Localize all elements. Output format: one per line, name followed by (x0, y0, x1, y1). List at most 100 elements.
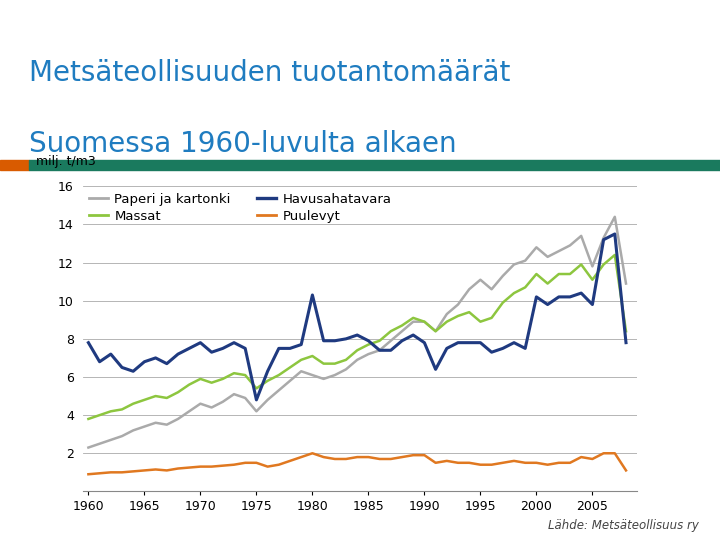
Massat (611, 252, 619, 258)
Puulevyt (163, 467, 171, 474)
Massat (588, 276, 597, 283)
Havusahatavara (274, 345, 283, 352)
Puulevyt (342, 456, 351, 462)
Havusahatavara (95, 359, 104, 365)
Massat (566, 271, 575, 277)
Paperi ja kartonki (185, 408, 194, 415)
Havusahatavara (129, 368, 138, 375)
Paperi ja kartonki (196, 401, 204, 407)
Puulevyt (476, 462, 485, 468)
Massat (431, 328, 440, 334)
Havusahatavara (84, 340, 93, 346)
Massat (252, 385, 261, 392)
Puulevyt (621, 467, 630, 474)
Havusahatavara (319, 338, 328, 344)
Massat (487, 315, 496, 321)
Text: Suomessa 1960-luvulta alkaen: Suomessa 1960-luvulta alkaen (29, 130, 456, 158)
Paperi ja kartonki (532, 244, 541, 251)
Massat (476, 319, 485, 325)
Paperi ja kartonki (140, 423, 149, 430)
Paperi ja kartonki (308, 372, 317, 379)
Puulevyt (319, 454, 328, 460)
Havusahatavara (163, 360, 171, 367)
Paperi ja kartonki (420, 319, 428, 325)
Havusahatavara (364, 338, 373, 344)
Puulevyt (487, 462, 496, 468)
Puulevyt (274, 462, 283, 468)
Puulevyt (353, 454, 361, 460)
Puulevyt (218, 462, 227, 469)
Massat (308, 353, 317, 359)
Havusahatavara (207, 349, 216, 355)
Paperi ja kartonki (487, 286, 496, 293)
Havusahatavara (353, 332, 361, 338)
Paperi ja kartonki (409, 319, 418, 325)
Havusahatavara (174, 351, 182, 357)
Havusahatavara (420, 340, 428, 346)
Massat (151, 393, 160, 399)
Puulevyt (297, 454, 305, 460)
Paperi ja kartonki (544, 254, 552, 260)
Massat (207, 380, 216, 386)
Paperi ja kartonki (443, 311, 451, 318)
Havusahatavara (264, 368, 272, 375)
Paperi ja kartonki (454, 301, 462, 308)
Puulevyt (185, 464, 194, 471)
Massat (218, 376, 227, 382)
Paperi ja kartonki (554, 248, 563, 254)
Paperi ja kartonki (465, 286, 474, 293)
Massat (409, 315, 418, 321)
Havusahatavara (621, 340, 630, 346)
Paperi ja kartonki (95, 441, 104, 447)
Massat (174, 389, 182, 395)
Puulevyt (196, 463, 204, 470)
Legend: Paperi ja kartonki, Massat, Havusahatavara, Puulevyt: Paperi ja kartonki, Massat, Havusahatava… (89, 193, 391, 223)
Massat (264, 377, 272, 384)
Havusahatavara (117, 364, 126, 370)
Havusahatavara (252, 396, 261, 403)
Massat (286, 364, 294, 370)
Havusahatavara (330, 338, 339, 344)
Havusahatavara (588, 301, 597, 308)
Havusahatavara (140, 359, 149, 365)
Paperi ja kartonki (174, 416, 182, 422)
Puulevyt (330, 456, 339, 462)
Paperi ja kartonki (498, 273, 507, 279)
Text: Lähde: Metsäteollisuus ry: Lähde: Metsäteollisuus ry (547, 519, 698, 532)
Puulevyt (510, 458, 518, 464)
Puulevyt (544, 462, 552, 468)
Havusahatavara (443, 345, 451, 352)
Havusahatavara (487, 349, 496, 355)
Havusahatavara (544, 301, 552, 308)
Puulevyt (140, 467, 149, 474)
Puulevyt (498, 460, 507, 466)
Massat (577, 261, 585, 268)
Massat (319, 360, 328, 367)
Paperi ja kartonki (397, 328, 406, 334)
Havusahatavara (397, 338, 406, 344)
Line: Paperi ja kartonki: Paperi ja kartonki (89, 217, 626, 448)
Paperi ja kartonki (364, 351, 373, 357)
Havusahatavara (375, 347, 384, 354)
Paperi ja kartonki (375, 347, 384, 354)
Havusahatavara (409, 332, 418, 338)
Puulevyt (611, 450, 619, 456)
Paperi ja kartonki (431, 328, 440, 334)
Havusahatavara (185, 345, 194, 352)
Havusahatavara (342, 336, 351, 342)
Havusahatavara (577, 290, 585, 296)
Line: Havusahatavara: Havusahatavara (89, 234, 626, 400)
Havusahatavara (611, 231, 619, 237)
Puulevyt (521, 460, 529, 466)
Puulevyt (454, 460, 462, 466)
Paperi ja kartonki (264, 396, 272, 403)
Massat (521, 284, 529, 291)
Puulevyt (375, 456, 384, 462)
Massat (364, 341, 373, 348)
Paperi ja kartonki (207, 404, 216, 411)
Paperi ja kartonki (577, 233, 585, 239)
Puulevyt (95, 470, 104, 476)
Massat (454, 313, 462, 319)
Puulevyt (107, 469, 115, 476)
Havusahatavara (241, 345, 250, 352)
